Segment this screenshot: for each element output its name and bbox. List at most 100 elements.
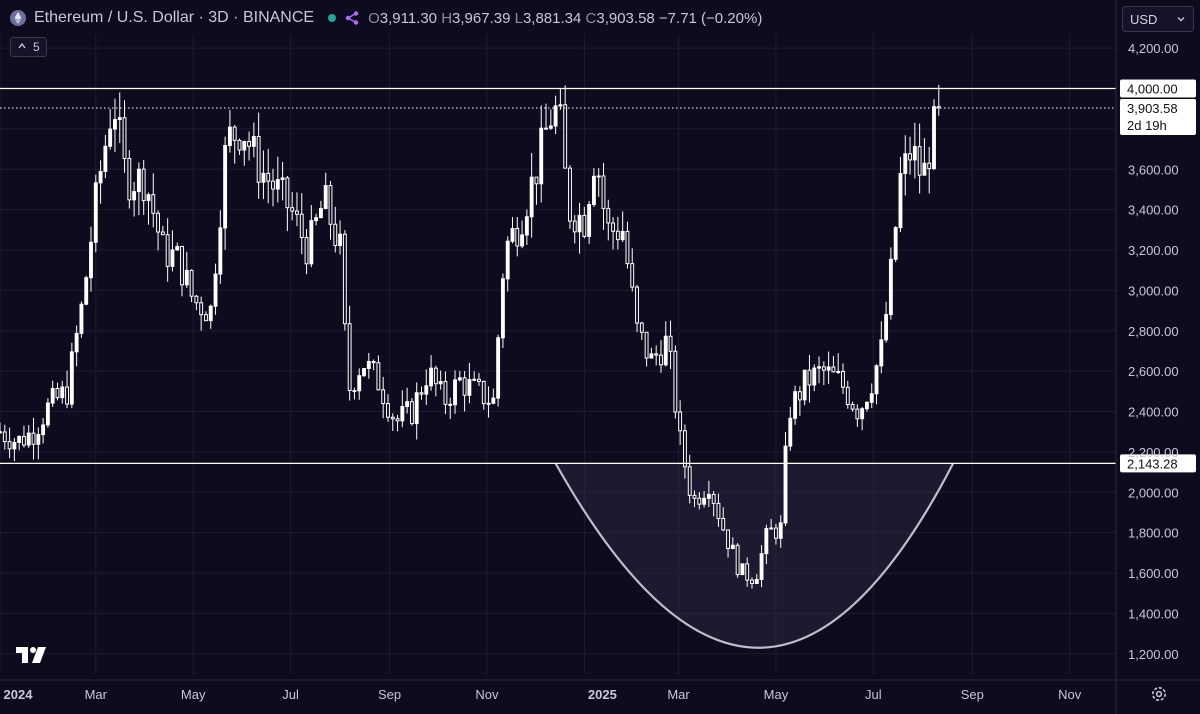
market-status-dot bbox=[328, 14, 337, 22]
gear-icon[interactable] bbox=[1150, 685, 1168, 703]
candle-body bbox=[433, 367, 438, 385]
candle-body bbox=[108, 128, 113, 147]
price-tag-label: 4,000.00 bbox=[1127, 82, 1178, 97]
time-axis[interactable]: 2024 Mar May Jul Sep Nov 2025 Mar May Jul Sep Nov bbox=[0, 679, 1200, 702]
candle-body bbox=[275, 179, 280, 190]
candle-body bbox=[888, 258, 893, 316]
candle-body bbox=[26, 432, 31, 446]
candle-body bbox=[912, 146, 917, 161]
candle-body bbox=[117, 117, 122, 121]
indicators-toggle-button[interactable]: 5 bbox=[10, 37, 47, 57]
symbol-title[interactable]: Ethereum / U.S. Dollar · 3D · BINANCE bbox=[34, 9, 315, 26]
candle-body bbox=[797, 391, 802, 401]
time-tick-label: Sep bbox=[378, 687, 401, 702]
candle-body bbox=[750, 579, 754, 585]
candle-body bbox=[381, 389, 386, 405]
time-tick-label: Mar bbox=[667, 687, 690, 702]
candle-body bbox=[587, 204, 592, 237]
time-tick-label: 2025 bbox=[588, 687, 617, 702]
candle-body bbox=[730, 544, 735, 550]
candle-body bbox=[884, 314, 889, 341]
candle-body bbox=[821, 366, 826, 371]
candle-body bbox=[558, 104, 563, 107]
candle-body bbox=[462, 377, 467, 396]
candle-body bbox=[141, 168, 146, 202]
candle-body bbox=[2, 431, 7, 443]
candle-body bbox=[65, 386, 69, 405]
candle-body bbox=[79, 303, 84, 334]
candle-body bbox=[151, 194, 156, 214]
price-tick-label: 2,000.00 bbox=[1128, 485, 1179, 500]
cup-shape bbox=[554, 462, 955, 649]
candle-body bbox=[563, 104, 568, 169]
candle-body bbox=[572, 220, 577, 233]
candle-body bbox=[472, 378, 477, 381]
candle-body bbox=[735, 544, 740, 576]
candle-body bbox=[17, 436, 22, 443]
candle-body bbox=[611, 222, 616, 232]
price-tick-label: 1,400.00 bbox=[1128, 606, 1179, 621]
candle-body bbox=[850, 403, 855, 410]
candle-body bbox=[591, 175, 596, 206]
candle-body bbox=[242, 141, 247, 151]
candle-body bbox=[156, 212, 160, 233]
horizontal-lines: 4,000.00 2,143.28 3,903.58 2d 19h bbox=[0, 79, 1196, 473]
price-tick-label: 2,600.00 bbox=[1128, 364, 1179, 379]
candle-body bbox=[55, 388, 60, 399]
currency-dropdown[interactable]: USD bbox=[1122, 6, 1194, 32]
candle-body bbox=[271, 180, 275, 190]
candle-body bbox=[218, 227, 223, 275]
candle-body bbox=[247, 141, 252, 147]
candle-body bbox=[505, 240, 510, 280]
candle-body bbox=[227, 126, 232, 147]
candle-body bbox=[903, 153, 908, 174]
candle-body bbox=[496, 337, 501, 399]
candle-body bbox=[98, 170, 103, 184]
candle-body bbox=[223, 145, 228, 229]
candle-body bbox=[45, 402, 50, 426]
price-tag bbox=[1120, 79, 1196, 98]
candle-body bbox=[936, 106, 941, 109]
candle-body bbox=[802, 369, 807, 401]
candle-body bbox=[50, 388, 55, 404]
candle-body bbox=[515, 227, 520, 247]
candle-body bbox=[333, 223, 338, 246]
candle-body bbox=[194, 295, 199, 304]
candle-body bbox=[127, 157, 132, 201]
tradingview-logo[interactable] bbox=[16, 645, 52, 665]
candle-body bbox=[807, 369, 812, 386]
candle-body bbox=[520, 234, 525, 247]
candle-body bbox=[778, 522, 783, 539]
change-value: −7.71 (−0.20%) bbox=[658, 9, 763, 27]
candle-body bbox=[706, 494, 711, 499]
candle-body bbox=[409, 401, 414, 425]
candle-body bbox=[759, 553, 764, 580]
candle-body bbox=[486, 402, 491, 405]
price-tick-label: 3,200.00 bbox=[1128, 243, 1179, 258]
candle-body bbox=[682, 430, 687, 468]
candle-body bbox=[769, 527, 774, 530]
candle-body bbox=[831, 366, 836, 373]
candle-body bbox=[0, 431, 2, 434]
price-tick-label: 2,400.00 bbox=[1128, 405, 1179, 420]
candle-body bbox=[855, 408, 860, 420]
cup-outline bbox=[554, 462, 955, 649]
candle-body bbox=[424, 385, 429, 395]
candle-body bbox=[687, 466, 692, 496]
candle-body bbox=[132, 191, 137, 201]
candle-body bbox=[817, 366, 821, 369]
ohlc-values: O3,911.30 H3,967.39 L3,881.34 C3,903.58 … bbox=[368, 10, 762, 27]
candle-body bbox=[539, 127, 544, 185]
candle-body bbox=[213, 273, 218, 307]
candle-body bbox=[199, 302, 204, 316]
ethereum-icon bbox=[10, 10, 26, 26]
share-icon[interactable] bbox=[344, 10, 360, 26]
candle-body bbox=[716, 502, 721, 519]
price-axis[interactable]: 1,200.00 1,400.00 1,600.00 1,800.00 2,000.00… bbox=[1115, 0, 1179, 714]
candle-body bbox=[879, 339, 884, 367]
price-tag-label: 3,903.58 bbox=[1127, 101, 1178, 116]
candle-body bbox=[237, 139, 242, 151]
price-tag bbox=[1120, 454, 1196, 473]
candle-body bbox=[773, 527, 778, 539]
